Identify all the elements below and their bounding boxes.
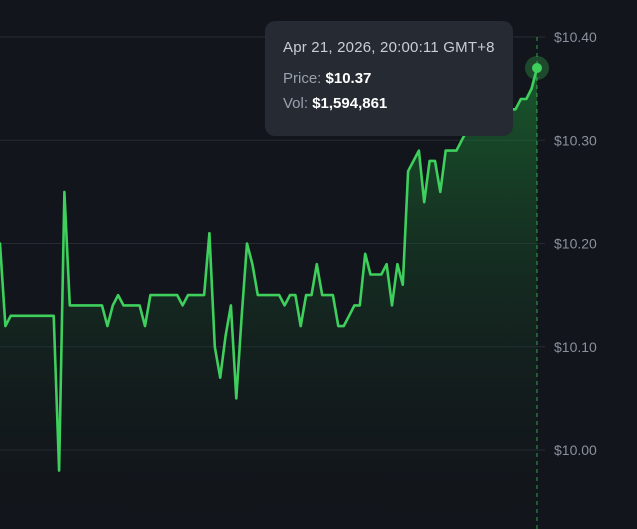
price-tooltip: Apr 21, 2026, 20:00:11 GMT+8 Price: $10.… xyxy=(265,21,513,136)
price-area-fill xyxy=(0,68,537,529)
y-axis: $10.40 $10.30 $10.20 $10.10 $10.00 xyxy=(554,29,597,458)
hover-marker xyxy=(525,55,549,80)
tooltip-volume-value: $1,594,861 xyxy=(312,95,388,112)
tooltip-timestamp: Apr 21, 2026, 20:00:11 GMT+8 xyxy=(283,39,495,56)
price-line xyxy=(0,66,539,472)
price-area xyxy=(0,68,537,529)
tooltip-price-value: $10.37 xyxy=(325,70,372,87)
y-tick-label: $10.30 xyxy=(554,132,597,148)
y-tick-label: $10.40 xyxy=(554,29,597,45)
tooltip-volume-label: Vol: xyxy=(283,95,309,112)
y-tick-label: $10.00 xyxy=(554,442,597,458)
y-tick-label: $10.10 xyxy=(554,339,597,355)
tooltip-price-label: Price: xyxy=(283,70,322,87)
tooltip-volume-row: Vol: $1,594,861 xyxy=(283,95,495,112)
y-tick-label: $10.20 xyxy=(554,236,597,252)
hover-marker-dot xyxy=(532,62,542,73)
tooltip-price-row: Price: $10.37 xyxy=(283,70,495,87)
price-series-line xyxy=(0,66,539,472)
